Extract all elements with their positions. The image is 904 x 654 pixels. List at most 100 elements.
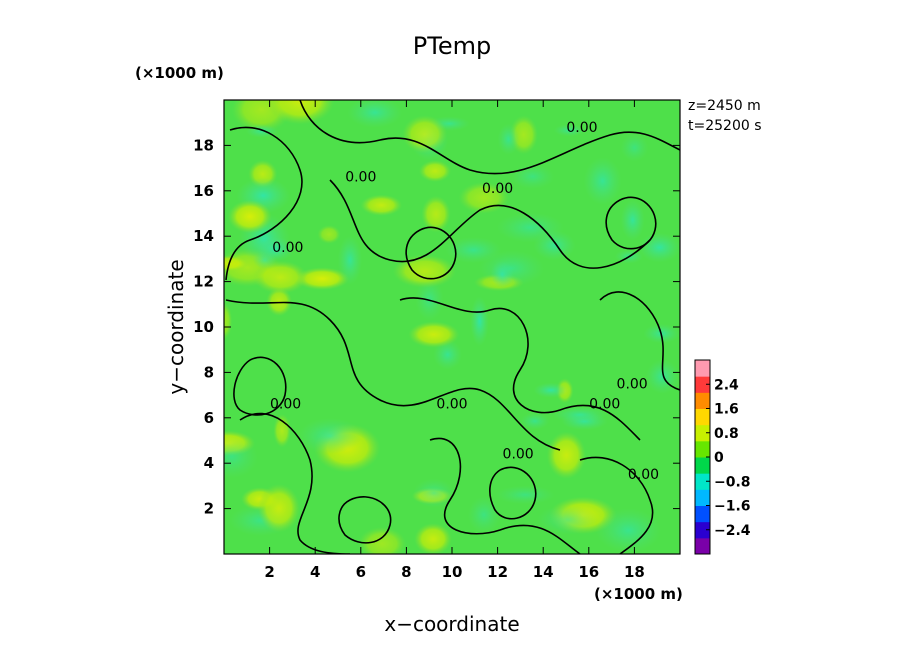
- field-plot: [224, 100, 680, 554]
- y-tick-label: 10: [193, 318, 214, 336]
- field-blob: [273, 413, 291, 448]
- field-blob: [638, 232, 680, 263]
- field-blob: [402, 115, 448, 154]
- colorbar-tick-label: −0.8: [714, 474, 751, 490]
- y-tick-label: 4: [204, 454, 214, 472]
- y-tick-label: 2: [204, 500, 214, 518]
- field-blob: [533, 382, 569, 398]
- field-blob: [256, 236, 295, 262]
- y-tick-label: 16: [193, 182, 214, 200]
- field-blob: [294, 267, 350, 291]
- x-tick-label: 14: [533, 563, 554, 581]
- field-blob: [470, 296, 489, 346]
- field-blob: [298, 417, 362, 454]
- zero-contour-line: [429, 437, 581, 554]
- field-blob: [583, 157, 622, 205]
- field-blob: [358, 526, 407, 554]
- field-blob: [347, 100, 403, 128]
- field-blob: [360, 194, 403, 216]
- field-blob: [413, 478, 455, 508]
- colorbar-segment: [695, 489, 710, 506]
- contour-label: 0.00: [566, 120, 597, 136]
- field-blob: [337, 235, 363, 285]
- field-blob: [418, 160, 452, 182]
- zero-contour-line: [405, 226, 457, 280]
- colorbar-segment: [695, 473, 710, 490]
- zero-contour-line: [605, 196, 657, 250]
- x-tick-label: 6: [356, 563, 366, 581]
- annotation-z: z=2450 m: [688, 98, 761, 114]
- colorbar-tick-label: 1.6: [714, 402, 739, 418]
- zero-contour-line: [599, 291, 680, 391]
- x-tick-label: 4: [310, 563, 320, 581]
- colorbar-segment: [695, 392, 710, 409]
- zero-contour-line: [579, 456, 654, 554]
- field-blob: [266, 287, 292, 317]
- colorbar-segment: [695, 440, 710, 458]
- field-blob: [495, 485, 555, 505]
- colorbar-segment: [695, 408, 710, 426]
- colorbar-segment: [695, 457, 710, 474]
- x-tick-label: 18: [624, 563, 645, 581]
- x-tick-label: 10: [442, 563, 463, 581]
- colorbar-segment: [695, 360, 710, 377]
- x-axis-title: x−coordinate: [384, 612, 519, 636]
- zero-contour-line: [489, 466, 537, 520]
- zero-contour-line: [399, 297, 641, 441]
- colorbar-tick-label: 0: [714, 450, 724, 466]
- chart-title: PTemp: [413, 32, 491, 60]
- colorbar-segment: [695, 376, 710, 393]
- contour-label: 0.00: [617, 376, 648, 392]
- field-blob: [228, 200, 272, 234]
- x-unit-label: (×1000 m): [594, 585, 683, 603]
- field-blob: [520, 412, 550, 430]
- zero-contour-line: [338, 496, 392, 544]
- colorbar-tick-label: 2.4: [714, 377, 739, 393]
- field-blob: [595, 508, 662, 553]
- y-tick-label: 8: [204, 363, 214, 381]
- field-blob: [317, 225, 341, 244]
- colorbar-segment: [695, 537, 710, 555]
- contour-labels: 0.00 0.00 0.00 0.00 0.00 0.00 0.00 0.00 0.00 0.00: [270, 120, 659, 483]
- annotation-t: t=25200 s: [688, 118, 762, 134]
- zero-contour-line: [225, 126, 303, 281]
- field-blob: [620, 199, 645, 241]
- field-blob: [533, 230, 576, 261]
- field-blob: [257, 484, 300, 533]
- field-blob: [552, 406, 607, 423]
- x-tick-label: 8: [401, 563, 411, 581]
- y-tick-label: 6: [204, 409, 214, 427]
- zero-contour-line: [329, 179, 651, 269]
- zero-contour-line: [225, 299, 561, 451]
- colorbar-segment: [695, 505, 710, 523]
- y-tick-label: 12: [193, 273, 214, 291]
- colorbar-tick-label: −2.4: [714, 523, 751, 539]
- field-blob: [546, 431, 586, 479]
- field-blob: [467, 496, 501, 534]
- field-blob: [392, 254, 456, 288]
- contour-label: 0.00: [628, 467, 659, 483]
- contour-label: 0.00: [436, 397, 467, 413]
- field-blob: [414, 523, 452, 554]
- x-axis-ticks: 2 4 6 8 10 12 14 16 18: [264, 100, 645, 581]
- y-tick-label: 18: [193, 136, 214, 154]
- contour-label: 0.00: [589, 397, 620, 413]
- zero-contour-line: [239, 412, 351, 554]
- colorbar-tick-label: 0.8: [714, 426, 739, 442]
- contour-label: 0.00: [272, 240, 303, 256]
- field-blob: [224, 435, 258, 479]
- colorbar-tick-label: −1.6: [714, 499, 751, 515]
- contour-label: 0.00: [345, 170, 376, 186]
- field-blob: [478, 250, 545, 287]
- field-blob: [497, 123, 520, 155]
- field-blob: [510, 164, 555, 189]
- colorbar: 2.4 1.6 0.8 0 −0.8 −1.6 −2.4: [694, 359, 751, 555]
- zero-contour-line: [299, 100, 680, 175]
- colorbar-segment: [695, 424, 710, 442]
- contour-label: 0.00: [503, 447, 534, 463]
- zero-contours: [225, 100, 680, 554]
- y-axis-title: y−coordinate: [164, 259, 188, 394]
- field-blob: [620, 133, 649, 162]
- field-blob: [553, 124, 585, 137]
